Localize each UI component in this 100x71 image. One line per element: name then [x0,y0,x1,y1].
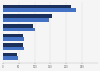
Bar [3,53,17,56]
Bar [3,5,71,9]
Bar [3,34,23,37]
Bar [3,56,18,60]
Bar [3,18,49,22]
Bar [3,47,24,50]
Bar [3,24,33,28]
Bar [3,37,24,41]
Bar [3,14,52,18]
Bar [3,9,76,12]
Bar [3,28,35,31]
Bar [3,43,23,47]
